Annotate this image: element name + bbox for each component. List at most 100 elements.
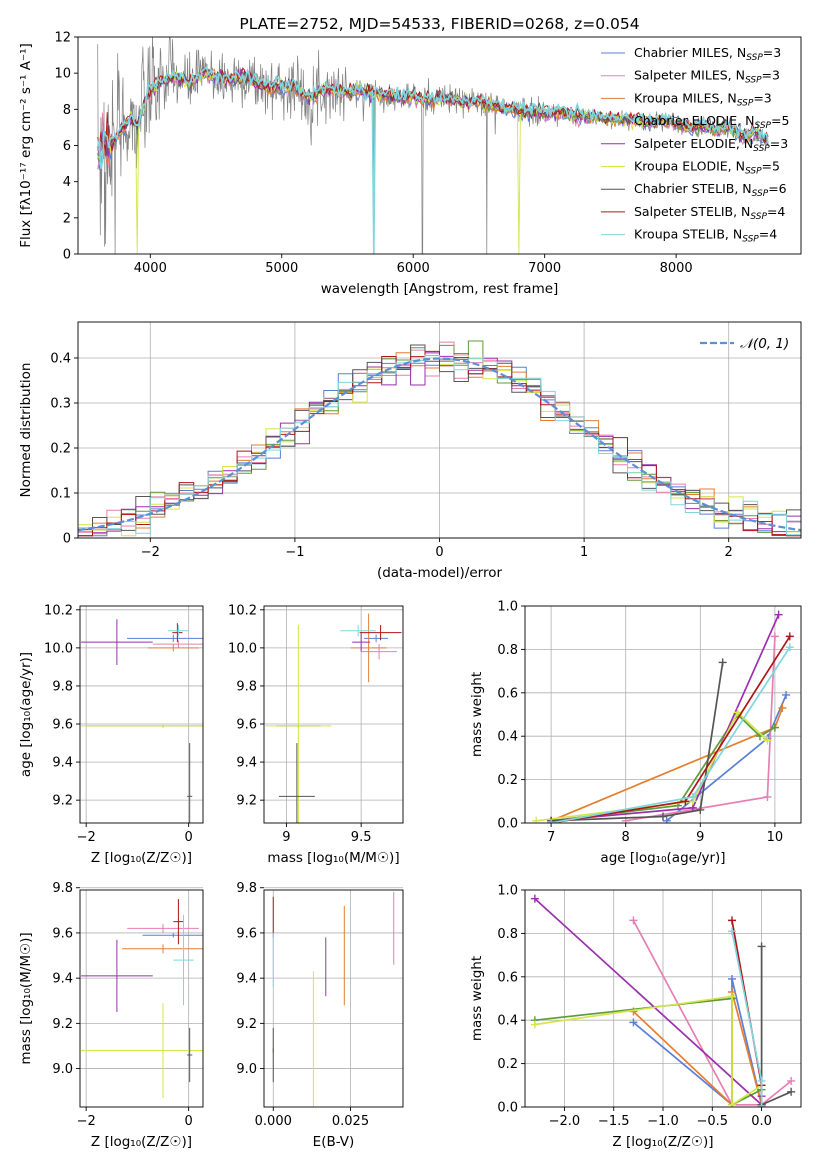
y-axis-label: mass weight (469, 956, 485, 1041)
y-tick-label: 9.0 (52, 1062, 73, 1077)
mass-vs-metallicity-panel: −2 0 9.0 9.2 9.4 9.6 9.8 Z [log₁₀(Z/Z☉)] mass [l… (18, 881, 204, 1150)
legend-entry-chabrier-miles: Chabrier MILES, NSSP=3 (634, 45, 781, 63)
x-tick-label: 5000 (265, 261, 298, 276)
y-tick-label: 0.2 (497, 1057, 518, 1072)
y-tick-label: 0.3 (50, 397, 71, 412)
weight-marker-kroupa-elodie (763, 736, 772, 745)
weight-marker-salpeter-miles (770, 632, 779, 641)
y-tick-label: 4 (63, 175, 71, 190)
weight-marker-kroupa-stelib (547, 819, 556, 823)
y-tick-label: 10.2 (228, 603, 257, 618)
x-axis-label: Z [log₁₀(Z/Z☉)] (91, 1134, 192, 1150)
weight-marker-salpeter-miles (629, 916, 638, 925)
x-tick-label: −1.5 (598, 1114, 630, 1129)
weight-line-salpeter-elodie (534, 898, 763, 1107)
x-tick-label: −2 (77, 1114, 96, 1129)
weight-marker-kroupa-elodie (728, 1100, 736, 1107)
y-tick-label: 9.4 (52, 756, 73, 771)
y-tick-label: 8 (63, 103, 71, 118)
weight-marker-salpeter-stelib (728, 916, 736, 925)
y-tick-label: 0 (63, 248, 71, 263)
axes-frame (77, 321, 802, 539)
weight-line-chabrier-stelib (760, 946, 792, 1107)
weight-marker-salpeter-miles (763, 792, 772, 801)
x-tick-label: 1 (580, 545, 588, 560)
x-axis-label: age [log₁₀(age/yr)] (600, 850, 725, 866)
y-tick-label: 0.4 (50, 352, 71, 367)
weight-marker-chabrier-miles (629, 1018, 638, 1027)
y-tick-label: 9.2 (52, 794, 73, 809)
x-tick-label: 8 (622, 830, 630, 845)
legend-entry-kroupa-stelib: Kroupa STELIB, NSSP=4 (634, 227, 777, 245)
weight-marker-chabrier-miles (782, 690, 791, 699)
axes-frame (263, 605, 404, 824)
x-axis-label: (data-model)/error (377, 565, 503, 581)
y-tick-label: 9.2 (236, 1017, 257, 1032)
x-tick-label: 0.000 (255, 1114, 292, 1129)
weight-marker-kroupa-elodie (530, 1020, 539, 1029)
y-tick-label: 9.4 (52, 972, 73, 987)
axes-frame (79, 889, 204, 1108)
y-tick-label: 9.6 (236, 718, 257, 733)
plot-area (265, 613, 402, 823)
legend-entry-salpeter-miles: Salpeter MILES, NSSP=3 (634, 68, 780, 86)
y-tick-label: 9.6 (236, 926, 257, 941)
axes-frame (79, 605, 204, 824)
residual-histogram-panel: −2 −1 0 1 2 0 0.1 0.2 0.3 0.4 (data-model)/error No… (18, 321, 802, 581)
weight-line-chabrier-stelib (551, 662, 724, 822)
mass-weight-vs-metallicity-panel: −2.0 −1.5 −1.0 −0.5 0.0 0.0 0.2 0.4 0.6 0.8 1.0 Z [… (469, 884, 802, 1150)
x-tick-label: 9 (696, 830, 704, 845)
weight-marker-salpeter-elodie (530, 894, 539, 903)
weight-line-salpeter-miles (632, 919, 792, 1106)
weight-marker-kroupa-elodie (733, 708, 742, 717)
axes-frame (524, 605, 802, 824)
plot-area (96, 37, 769, 254)
weight-marker-chabrier-elodie (770, 723, 779, 732)
x-tick-label: −2 (141, 545, 160, 560)
y-tick-label: 2 (63, 211, 71, 226)
y-tick-label: 9.8 (52, 881, 73, 896)
weight-marker-salpeter-elodie (774, 610, 783, 619)
weight-marker-chabrier-stelib (718, 658, 727, 667)
age-vs-metallicity-panel: −2 0 9.2 9.4 9.6 9.8 10.0 10.2 Z [log₁₀(Z/Z☉)] ag… (18, 603, 204, 866)
y-tick-label: 0.0 (497, 1101, 518, 1116)
weight-marker-salpeter-miles (787, 1076, 796, 1085)
x-tick-label: 7 (547, 830, 555, 845)
weight-line-kroupa-elodie (534, 995, 763, 1107)
weight-marker-kroupa-elodie (532, 816, 541, 823)
weight-line-salpeter-stelib (731, 920, 763, 1107)
x-tick-label: −1.0 (647, 1114, 679, 1129)
y-axis-label: mass [log₁₀(M/M☉)] (18, 932, 34, 1064)
y-axis-label: Flux [fλ10⁻¹⁷ erg cm⁻² s⁻¹ A⁻¹] (18, 43, 34, 248)
histogram-chabrier-stelib (78, 344, 801, 536)
x-axis-label: Z [log₁₀(Z/Z☉)] (612, 1134, 713, 1150)
y-tick-label: 9.6 (52, 926, 73, 941)
x-tick-label: −0.5 (696, 1114, 728, 1129)
weight-marker-chabrier-miles (662, 816, 671, 823)
y-tick-label: 10.0 (228, 641, 257, 656)
x-tick-label: 10 (767, 830, 784, 845)
plot-area (78, 340, 801, 537)
axes-frame (263, 889, 404, 1108)
legend-entry-kroupa-elodie: Kroupa ELODIE, NSSP=5 (634, 159, 780, 177)
age-vs-mass-panel: 9 9.5 9.2 9.4 9.6 9.8 10.0 10.2 mass [log₁₀(M/M☉… (228, 603, 404, 866)
mass-weight-vs-age-panel: 7 8 9 10 0.0 0.2 0.4 0.6 0.8 1.0 age [log₁₀(age/yr… (469, 600, 802, 866)
chart-title: PLATE=2752, MJD=54533, FIBERID=0268, z=0… (239, 15, 639, 33)
y-tick-label: 9.8 (52, 679, 73, 694)
y-axis-label: mass weight (469, 672, 485, 757)
y-axis-label: Normed distribution (18, 363, 34, 498)
y-tick-label: 0.2 (50, 442, 71, 457)
y-tick-label: 9.6 (52, 718, 73, 733)
weight-marker-kroupa-stelib (757, 1103, 766, 1107)
plot-area (532, 610, 794, 823)
y-tick-label: 12 (54, 31, 71, 46)
x-tick-label: 6000 (397, 261, 430, 276)
weight-line-kroupa-stelib (550, 646, 791, 823)
weight-marker-chabrier-stelib (787, 1087, 796, 1096)
y-tick-label: 1.0 (497, 600, 518, 615)
y-tick-label: 0.8 (497, 927, 518, 942)
weight-marker-kroupa-stelib (688, 792, 697, 801)
y-tick-label: 10.0 (44, 641, 73, 656)
weight-marker-chabrier-stelib (696, 805, 705, 814)
x-tick-label: −1 (285, 545, 304, 560)
